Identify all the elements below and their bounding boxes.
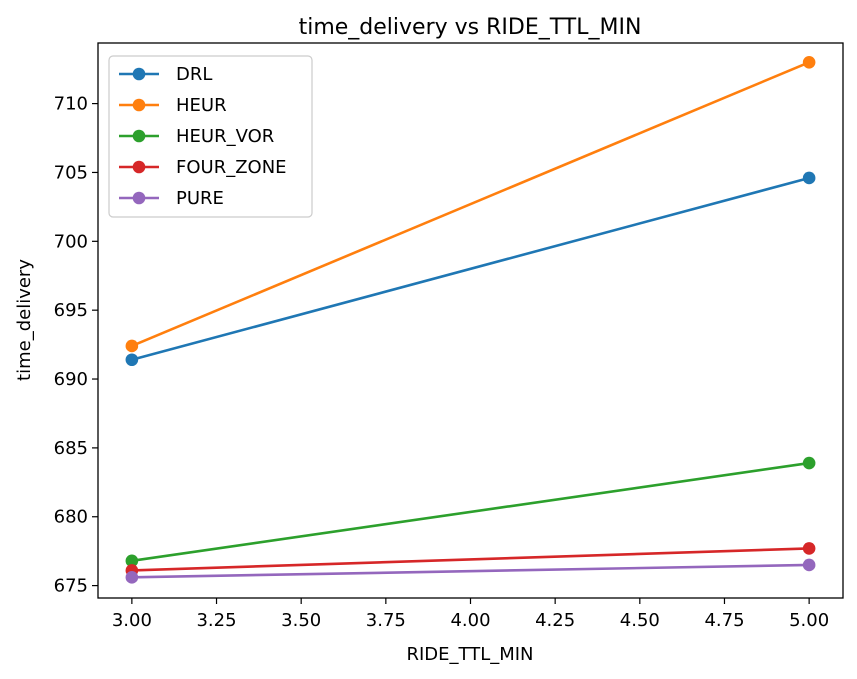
y-tick-label: 695 (54, 300, 88, 321)
x-axis: 3.00 3.25 3.50 3.75 4.00 4.25 4.50 4.75 5.00 (112, 598, 829, 631)
series-heur (125, 55, 816, 353)
legend-label: HEUR_VOR (176, 126, 274, 147)
y-axis-label: time_delivery (14, 259, 35, 381)
x-tick-label: 4.75 (704, 610, 744, 631)
data-point (125, 353, 139, 367)
x-tick-label: 4.00 (450, 610, 490, 631)
series-layer (125, 55, 816, 584)
y-axis: 675 680 685 690 695 700 705 710 (54, 94, 98, 597)
data-point (125, 554, 139, 568)
legend-label: HEUR (176, 95, 227, 116)
x-tick-label: 3.00 (112, 610, 152, 631)
series-pure (125, 558, 816, 584)
legend-label: DRL (176, 64, 212, 85)
x-axis-label: RIDE_TTL_MIN (406, 644, 533, 665)
y-tick-label: 705 (54, 162, 88, 183)
legend-marker (132, 191, 146, 205)
legend-item: PURE (119, 188, 224, 209)
legend-box (108, 55, 313, 218)
y-tick-label: 685 (54, 438, 88, 459)
legend-marker (132, 98, 146, 112)
legend-marker (132, 129, 146, 143)
legend-item: FOUR_ZONE (119, 157, 287, 178)
y-tick-label: 700 (54, 231, 88, 252)
data-point (802, 171, 816, 185)
y-tick-label: 690 (54, 369, 88, 390)
chart-title: time_delivery vs RIDE_TTL_MIN (299, 15, 642, 40)
x-tick-label: 3.25 (196, 610, 236, 631)
x-tick-label: 4.50 (620, 610, 660, 631)
x-tick-label: 5.00 (789, 610, 829, 631)
legend-item: HEUR_VOR (119, 126, 274, 147)
legend-label: PURE (176, 188, 224, 209)
legend-item: HEUR (119, 95, 227, 116)
data-point (802, 55, 816, 69)
legend-label: FOUR_ZONE (176, 157, 287, 178)
data-point (802, 456, 816, 470)
legend: DRL HEUR HEUR_VOR FOUR_ZONE PURE (108, 55, 313, 218)
data-point (125, 571, 139, 584)
x-tick-label: 4.25 (535, 610, 575, 631)
y-tick-label: 675 (54, 576, 88, 597)
data-point (125, 339, 139, 353)
series-drl (125, 171, 816, 367)
series-line (131, 61, 810, 348)
legend-marker (132, 67, 146, 81)
legend-marker (132, 160, 146, 174)
series-line (131, 547, 810, 572)
data-point (802, 542, 816, 555)
series-heur-vor (125, 456, 816, 568)
x-tick-label: 3.50 (281, 610, 321, 631)
y-tick-label: 680 (54, 507, 88, 528)
y-tick-label: 710 (54, 94, 88, 115)
series-line (131, 176, 810, 362)
x-tick-label: 3.75 (366, 610, 406, 631)
series-line (131, 563, 810, 579)
legend-item: DRL (119, 64, 212, 85)
series-line (131, 461, 810, 563)
data-point (802, 558, 816, 572)
